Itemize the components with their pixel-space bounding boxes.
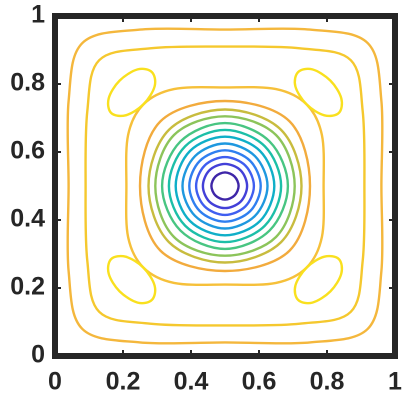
contour-line (124, 85, 326, 287)
x-tick-label: 0.6 (242, 368, 277, 396)
plot-frame (52, 13, 398, 359)
y-tick-label: 0.4 (10, 205, 45, 233)
contour-line (210, 171, 240, 201)
contour-line (106, 254, 157, 305)
contour-line (201, 162, 249, 210)
contour-line (174, 135, 276, 237)
y-tick-label: 0.6 (10, 137, 45, 165)
x-tick-label: 0 (48, 368, 62, 396)
x-tick-label: 0.2 (106, 368, 141, 396)
contour-line (106, 67, 157, 118)
contour-line (188, 149, 262, 223)
y-tick-label: 0 (31, 341, 45, 369)
contour-line (293, 254, 344, 305)
contour-line (160, 121, 290, 251)
x-tick-label: 1 (388, 368, 402, 396)
contour-line (167, 128, 283, 244)
x-tick-label: 0.8 (310, 368, 345, 396)
contour-line (194, 155, 256, 217)
contour-line (138, 99, 312, 273)
contour-line (293, 67, 344, 118)
y-tick-label: 0.8 (10, 69, 45, 97)
contour-layer (66, 27, 384, 345)
contour-line (66, 27, 384, 345)
x-tick-label: 0.4 (174, 368, 209, 396)
contour-line (147, 108, 303, 264)
contour-line (181, 142, 269, 230)
y-tick-label: 0.2 (10, 273, 45, 301)
contour-line (84, 45, 366, 327)
y-tick-label: 1 (31, 1, 45, 29)
contour-line (154, 115, 296, 257)
